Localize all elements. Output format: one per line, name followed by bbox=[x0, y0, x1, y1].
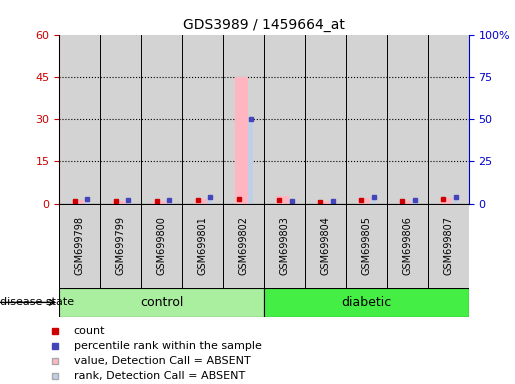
Bar bbox=[72, 200, 84, 204]
Text: count: count bbox=[74, 326, 105, 336]
Bar bbox=[112, 201, 125, 204]
Bar bbox=[223, 35, 264, 204]
Bar bbox=[141, 35, 182, 204]
Bar bbox=[317, 201, 330, 204]
Bar bbox=[276, 197, 288, 204]
Title: GDS3989 / 1459664_at: GDS3989 / 1459664_at bbox=[183, 18, 345, 32]
Bar bbox=[371, 197, 376, 204]
Bar bbox=[358, 199, 370, 204]
Bar bbox=[399, 201, 411, 204]
Bar bbox=[141, 204, 182, 288]
Bar bbox=[223, 204, 264, 288]
Bar bbox=[264, 288, 469, 317]
Bar bbox=[59, 288, 264, 317]
Bar bbox=[387, 204, 427, 288]
Bar bbox=[182, 204, 223, 288]
Text: GSM699801: GSM699801 bbox=[198, 216, 208, 275]
Bar bbox=[412, 200, 417, 204]
Bar bbox=[84, 199, 90, 204]
Bar bbox=[100, 204, 141, 288]
Bar bbox=[305, 204, 346, 288]
Bar bbox=[264, 35, 305, 204]
Text: GSM699805: GSM699805 bbox=[362, 216, 371, 275]
Text: disease state: disease state bbox=[0, 297, 74, 308]
Text: value, Detection Call = ABSENT: value, Detection Call = ABSENT bbox=[74, 356, 250, 366]
Bar bbox=[305, 35, 346, 204]
Bar bbox=[264, 204, 305, 288]
Bar bbox=[194, 199, 207, 204]
Bar bbox=[453, 197, 458, 204]
Bar bbox=[346, 204, 387, 288]
Bar bbox=[59, 204, 100, 288]
Bar bbox=[427, 204, 469, 288]
Bar bbox=[387, 35, 428, 204]
Text: GSM699800: GSM699800 bbox=[157, 216, 166, 275]
Bar bbox=[330, 201, 335, 204]
Bar bbox=[440, 198, 452, 204]
Bar bbox=[248, 119, 253, 204]
Bar bbox=[208, 197, 212, 204]
Text: GSM699802: GSM699802 bbox=[238, 216, 248, 275]
Bar bbox=[182, 35, 223, 204]
Text: control: control bbox=[140, 296, 183, 309]
Text: GSM699804: GSM699804 bbox=[320, 216, 330, 275]
Bar bbox=[289, 201, 294, 204]
Bar bbox=[153, 201, 166, 204]
Bar bbox=[346, 35, 387, 204]
Text: GSM699803: GSM699803 bbox=[280, 216, 289, 275]
Bar bbox=[100, 35, 141, 204]
Text: rank, Detection Call = ABSENT: rank, Detection Call = ABSENT bbox=[74, 371, 245, 381]
Text: percentile rank within the sample: percentile rank within the sample bbox=[74, 341, 262, 351]
Bar bbox=[126, 200, 130, 204]
Bar bbox=[235, 77, 248, 204]
Bar bbox=[428, 35, 469, 204]
Bar bbox=[59, 35, 100, 204]
Bar bbox=[166, 200, 171, 204]
Text: GSM699798: GSM699798 bbox=[75, 216, 84, 275]
Text: GSM699807: GSM699807 bbox=[443, 216, 453, 275]
Text: diabetic: diabetic bbox=[341, 296, 391, 309]
Text: GSM699799: GSM699799 bbox=[116, 216, 126, 275]
Text: GSM699806: GSM699806 bbox=[402, 216, 412, 275]
